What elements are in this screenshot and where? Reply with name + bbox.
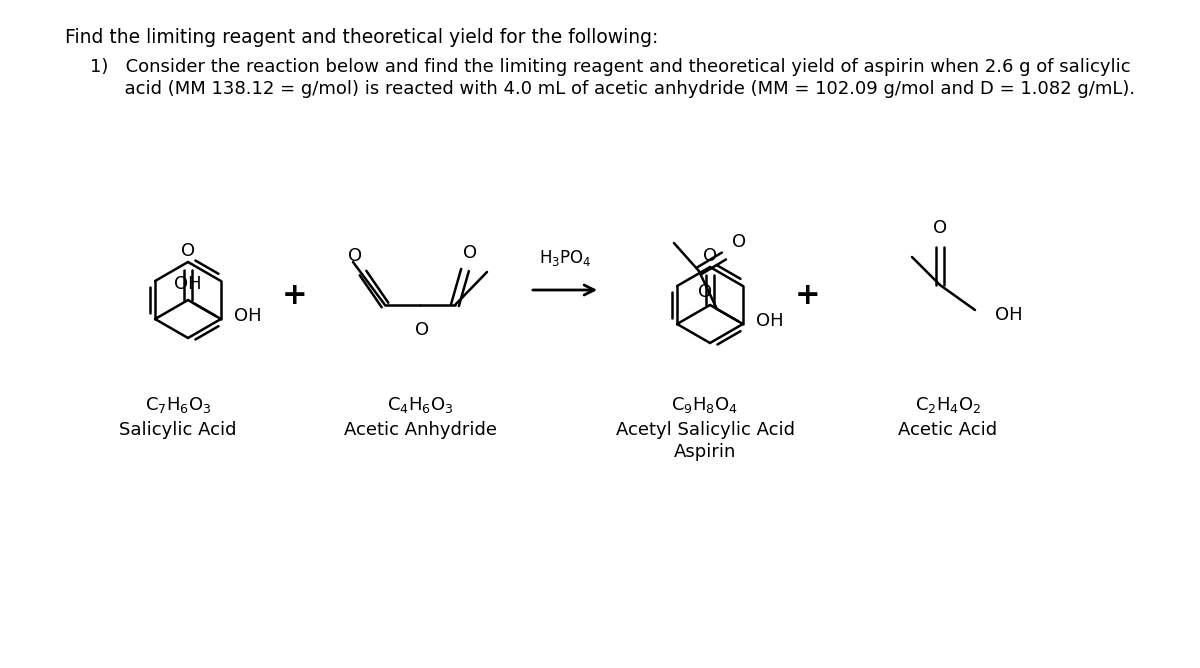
Text: acid (MM 138.12 = g/mol) is reacted with 4.0 mL of acetic anhydride (MM = 102.09: acid (MM 138.12 = g/mol) is reacted with… (90, 80, 1135, 98)
Text: O: O (932, 219, 947, 237)
Text: C$_4$H$_6$O$_3$: C$_4$H$_6$O$_3$ (386, 395, 454, 415)
Text: O: O (463, 244, 478, 262)
Text: C$_2$H$_4$O$_2$: C$_2$H$_4$O$_2$ (914, 395, 982, 415)
Text: Salicylic Acid: Salicylic Acid (119, 421, 236, 439)
Text: O: O (703, 247, 718, 265)
Text: Aspirin: Aspirin (674, 443, 736, 461)
Text: 1)   Consider the reaction below and find the limiting reagent and theoretical y: 1) Consider the reaction below and find … (90, 58, 1130, 76)
Text: H$_3$PO$_4$: H$_3$PO$_4$ (539, 248, 592, 268)
Text: C$_9$H$_8$O$_4$: C$_9$H$_8$O$_4$ (672, 395, 738, 415)
Text: C$_7$H$_6$O$_3$: C$_7$H$_6$O$_3$ (145, 395, 211, 415)
Text: O: O (698, 283, 712, 301)
Text: Acetyl Salicylic Acid: Acetyl Salicylic Acid (616, 421, 794, 439)
Text: Acetic Anhydride: Acetic Anhydride (343, 421, 497, 439)
Text: Acetic Acid: Acetic Acid (899, 421, 997, 439)
Text: OH: OH (756, 312, 784, 330)
Text: OH: OH (234, 307, 262, 325)
Text: O: O (181, 242, 196, 260)
Text: Find the limiting reagent and theoretical yield for the following:: Find the limiting reagent and theoretica… (65, 28, 659, 47)
Text: OH: OH (174, 275, 202, 293)
Text: O: O (415, 321, 430, 339)
Text: O: O (732, 233, 746, 251)
Text: +: + (282, 281, 308, 309)
Text: +: + (796, 281, 821, 309)
Text: OH: OH (995, 306, 1022, 324)
Text: O: O (348, 247, 362, 265)
